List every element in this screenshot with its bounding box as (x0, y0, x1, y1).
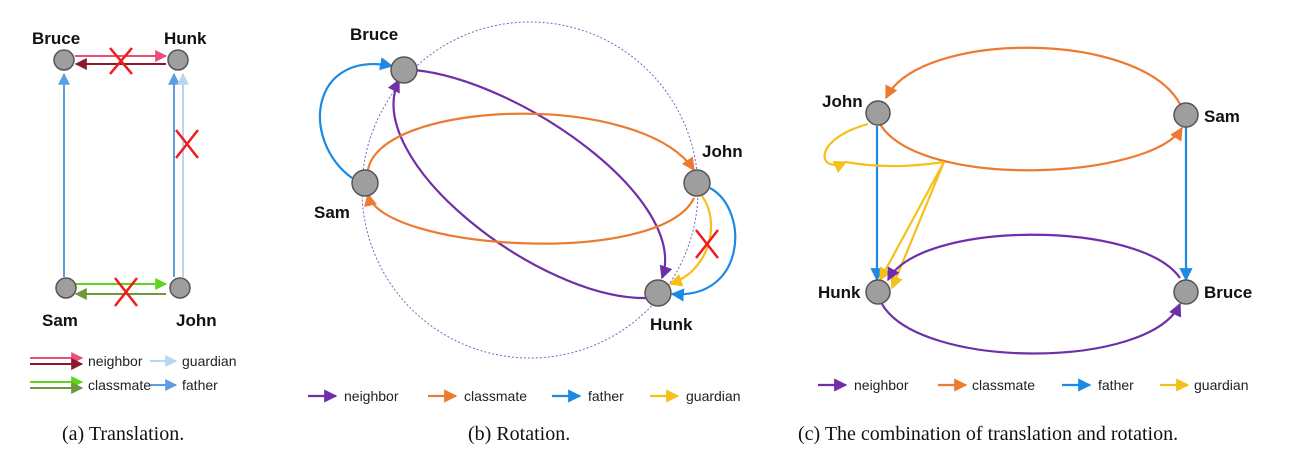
node-label-bruce: Bruce (1204, 283, 1252, 302)
node-bruce (390, 56, 418, 84)
edge-neighbor-bruce-hunk (887, 233, 1181, 282)
cross-icon (114, 277, 138, 307)
legend-label-father: father (182, 377, 218, 393)
edge-neighbor-bruce-hunk (413, 68, 673, 280)
node-label-john: John (702, 142, 743, 161)
panel-rotation: Bruce John Sam Hunk neighbor classmate f… (308, 21, 743, 445)
panel-translation: Bruce Hunk Sam John neighbor guardian cl… (30, 29, 237, 445)
legend-rotation: neighbor classmate father guardian (308, 388, 741, 404)
node-label-sam: Sam (314, 203, 350, 222)
cross-icon (109, 47, 133, 75)
edge-guardian-john-loop (823, 122, 869, 173)
legend-label-classmate: classmate (972, 377, 1035, 393)
node-bruce (53, 49, 75, 71)
cross-icon (175, 129, 199, 159)
node-label-john: John (822, 92, 863, 111)
node-label-hunk: Hunk (164, 29, 207, 48)
legend-label-neighbor: neighbor (854, 377, 909, 393)
edge-guardian-to-hunk-a (879, 161, 945, 282)
edge-father-john-hunk (670, 187, 737, 302)
node-label-hunk: Hunk (650, 315, 693, 334)
node-sam (1173, 102, 1199, 128)
legend-label-guardian: guardian (686, 388, 741, 404)
edge-neighbor-hunk-bruce (881, 302, 1182, 355)
node-hunk (644, 279, 672, 307)
node-sam (55, 277, 77, 299)
legend-label-father: father (1098, 377, 1134, 393)
node-john (683, 169, 711, 197)
node-label-bruce: Bruce (32, 29, 80, 48)
caption-combination: (c) The combination of translation and r… (798, 423, 1178, 445)
legend-translation: neighbor guardian classmate father (30, 352, 237, 394)
edge-guardian-to-hunk-b (890, 161, 946, 290)
legend-label-neighbor: neighbor (344, 388, 399, 404)
legend-combination: neighbor classmate father guardian (818, 377, 1249, 393)
node-label-bruce: Bruce (350, 25, 398, 44)
legend-label-classmate: classmate (464, 388, 527, 404)
caption-rotation: (b) Rotation. (468, 423, 570, 445)
edge-classmate-sam-john (366, 112, 695, 172)
legend-label-guardian: guardian (182, 353, 237, 369)
node-label-hunk: Hunk (818, 283, 861, 302)
node-label-sam: Sam (1204, 107, 1240, 126)
node-bruce (1173, 279, 1199, 305)
edge-classmate-sam-john (885, 46, 1181, 105)
panel-combination: John Sam Hunk Bruce neighbor classmate f… (798, 46, 1252, 445)
node-label-john: John (176, 311, 217, 330)
edge-neighbor-hunk-bruce (387, 78, 647, 300)
legend-label-father: father (588, 388, 624, 404)
legend-label-guardian: guardian (1194, 377, 1249, 393)
cross-icon (695, 229, 719, 259)
edge-classmate-john-sam (364, 192, 695, 245)
node-john (865, 100, 891, 126)
node-john (169, 277, 191, 299)
node-sam (351, 169, 379, 197)
node-label-sam: Sam (42, 311, 78, 330)
edge-guardian-line (845, 160, 945, 168)
caption-translation: (a) Translation. (62, 423, 184, 445)
node-hunk (865, 279, 891, 305)
edge-father-sam-bruce (319, 57, 394, 179)
node-hunk (167, 49, 189, 71)
legend-label-classmate: classmate (88, 377, 151, 393)
edge-classmate-john-sam (879, 123, 1183, 172)
legend-label-neighbor: neighbor (88, 353, 143, 369)
